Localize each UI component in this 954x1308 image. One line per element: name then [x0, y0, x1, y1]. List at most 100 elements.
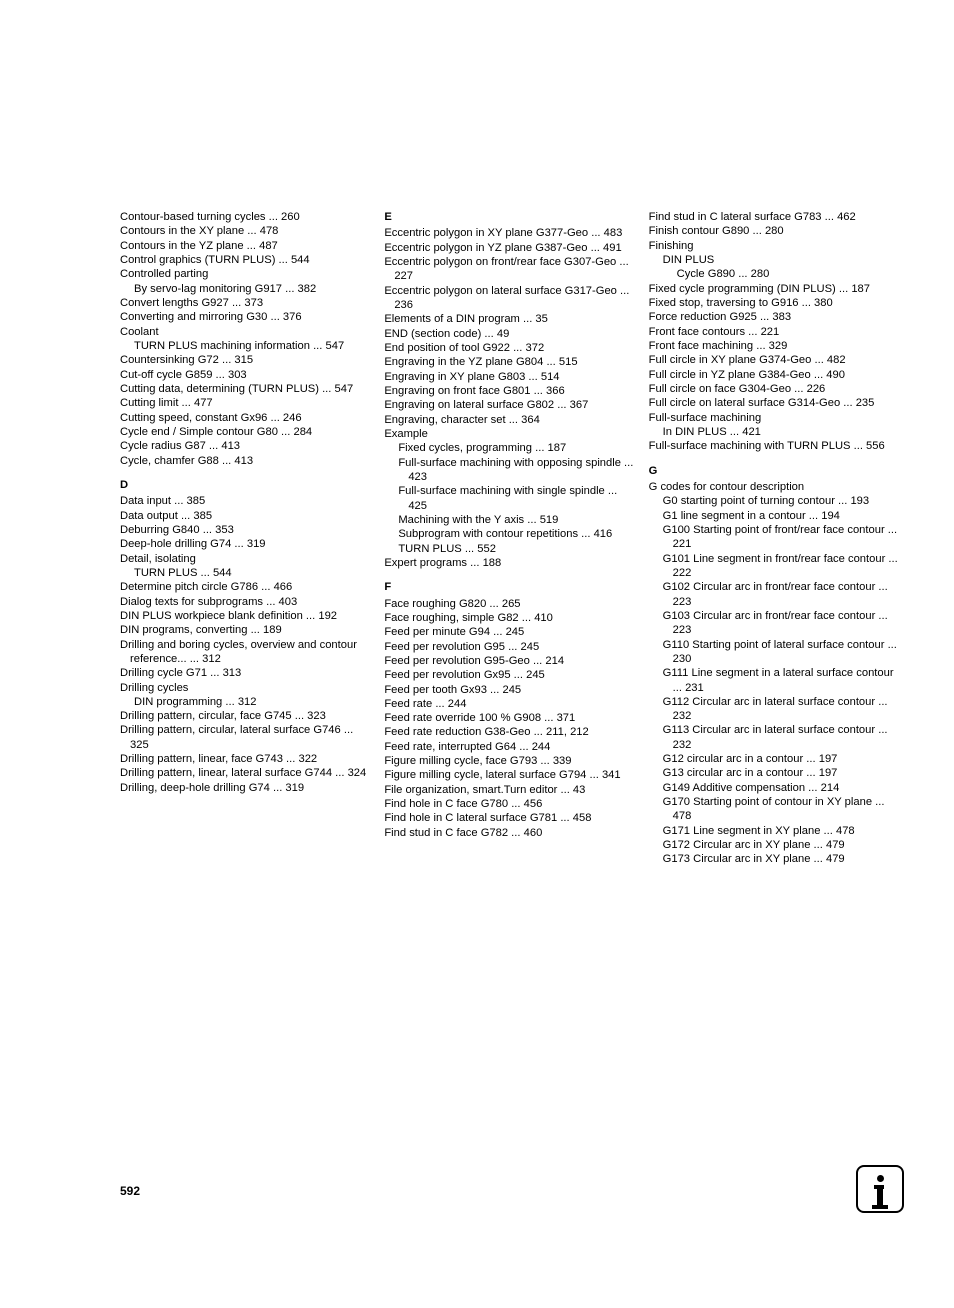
index-entry: TURN PLUS ... 552: [384, 542, 634, 556]
index-entry: Face roughing, simple G82 ... 410: [384, 611, 634, 625]
index-section-header: E: [384, 210, 634, 224]
index-section-header: D: [120, 478, 370, 492]
index-entry: Find stud in C lateral surface G783 ... …: [649, 210, 899, 224]
info-icon: [856, 1165, 904, 1213]
index-entry: Machining with the Y axis ... 519: [384, 513, 634, 527]
index-entry: Engraving in XY plane G803 ... 514: [384, 370, 634, 384]
index-entry: Figure milling cycle, lateral surface G7…: [384, 768, 634, 782]
index-entry: Engraving in the YZ plane G804 ... 515: [384, 355, 634, 369]
index-entry: Full circle in YZ plane G384-Geo ... 490: [649, 368, 899, 382]
index-entry: Engraving on front face G801 ... 366: [384, 384, 634, 398]
index-entry: G100 Starting point of front/rear face c…: [649, 523, 899, 552]
index-entry: Coolant: [120, 325, 370, 339]
index-entry: G149 Additive compensation ... 214: [649, 781, 899, 795]
index-entry: Cutting speed, constant Gx96 ... 246: [120, 411, 370, 425]
index-entry: G0 starting point of turning contour ...…: [649, 494, 899, 508]
index-entry: Full-surface machining: [649, 411, 899, 425]
index-entry: G171 Line segment in XY plane ... 478: [649, 824, 899, 838]
index-entry: G12 circular arc in a contour ... 197: [649, 752, 899, 766]
index-entry: Feed per revolution G95-Geo ... 214: [384, 654, 634, 668]
index-entry: Feed rate override 100 % G908 ... 371: [384, 711, 634, 725]
index-entry: Engraving on lateral surface G802 ... 36…: [384, 398, 634, 412]
index-entry: Feed rate ... 244: [384, 697, 634, 711]
index-entry: Drilling cycle G71 ... 313: [120, 666, 370, 680]
index-entry: G173 Circular arc in XY plane ... 479: [649, 852, 899, 866]
index-entry: Deep-hole drilling G74 ... 319: [120, 537, 370, 551]
index-entry: Subprogram with contour repetitions ... …: [384, 527, 634, 541]
index-entry: Full circle on face G304-Geo ... 226: [649, 382, 899, 396]
index-entry: Front face contours ... 221: [649, 325, 899, 339]
index-entry: Drilling pattern, linear, face G743 ... …: [120, 752, 370, 766]
index-entry: G170 Starting point of contour in XY pla…: [649, 795, 899, 824]
index-columns: Contour-based turning cycles ... 260 Cont…: [120, 210, 899, 867]
index-entry: Drilling and boring cycles, overview and…: [120, 638, 370, 667]
index-entry: Drilling pattern, linear, lateral surfac…: [120, 766, 370, 780]
index-entry: Convert lengths G927 ... 373: [120, 296, 370, 310]
index-entry: In DIN PLUS ... 421: [649, 425, 899, 439]
index-entry: Example: [384, 427, 634, 441]
index-entry: Fixed cycle programming (DIN PLUS) ... 1…: [649, 282, 899, 296]
index-entry: Drilling, deep-hole drilling G74 ... 319: [120, 781, 370, 795]
index-entry: G13 circular arc in a contour ... 197: [649, 766, 899, 780]
index-entry: Finishing: [649, 239, 899, 253]
index-entry: Contours in the YZ plane ... 487: [120, 239, 370, 253]
index-section-header: G: [649, 464, 899, 478]
index-entry: Figure milling cycle, face G793 ... 339: [384, 754, 634, 768]
index-entry: DIN PLUS: [649, 253, 899, 267]
index-entry: TURN PLUS machining information ... 547: [120, 339, 370, 353]
index-entry: Full-surface machining with TURN PLUS ..…: [649, 439, 899, 453]
index-entry: Contour-based turning cycles ... 260: [120, 210, 370, 224]
index-entry: Eccentric polygon in YZ plane G387-Geo .…: [384, 241, 634, 255]
index-entry: Feed per revolution Gx95 ... 245: [384, 668, 634, 682]
index-entry: Drilling pattern, circular, face G745 ..…: [120, 709, 370, 723]
index-entry: Eccentric polygon in XY plane G377-Geo .…: [384, 226, 634, 240]
index-entry: Feed rate, interrupted G64 ... 244: [384, 740, 634, 754]
index-entry: Cut-off cycle G859 ... 303: [120, 368, 370, 382]
index-entry: G112 Circular arc in lateral surface con…: [649, 695, 899, 724]
index-entry: Data input ... 385: [120, 494, 370, 508]
index-entry: Data output ... 385: [120, 509, 370, 523]
index-entry: By servo-lag monitoring G917 ... 382: [120, 282, 370, 296]
index-entry: Full circle on lateral surface G314-Geo …: [649, 396, 899, 410]
index-entry: Cycle G890 ... 280: [649, 267, 899, 281]
index-entry: Feed per revolution G95 ... 245: [384, 640, 634, 654]
index-entry: Cutting data, determining (TURN PLUS) ..…: [120, 382, 370, 396]
index-entry: Converting and mirroring G30 ... 376: [120, 310, 370, 324]
index-entry: Controlled parting: [120, 267, 370, 281]
index-entry: Face roughing G820 ... 265: [384, 597, 634, 611]
index-entry: Elements of a DIN program ... 35: [384, 312, 634, 326]
index-entry: Cycle end / Simple contour G80 ... 284: [120, 425, 370, 439]
index-entry: Fixed stop, traversing to G916 ... 380: [649, 296, 899, 310]
index-entry: Eccentric polygon on front/rear face G30…: [384, 255, 634, 284]
index-entry: Control graphics (TURN PLUS) ... 544: [120, 253, 370, 267]
index-entry: G102 Circular arc in front/rear face con…: [649, 580, 899, 609]
index-entry: Feed per minute G94 ... 245: [384, 625, 634, 639]
index-entry: Engraving, character set ... 364: [384, 413, 634, 427]
index-entry: Detail, isolating: [120, 552, 370, 566]
index-entry: DIN PLUS workpiece blank definition ... …: [120, 609, 370, 623]
index-entry: G110 Starting point of lateral surface c…: [649, 638, 899, 667]
index-entry: File organization, smart.Turn editor ...…: [384, 783, 634, 797]
index-entry: Finish contour G890 ... 280: [649, 224, 899, 238]
index-entry: Cutting limit ... 477: [120, 396, 370, 410]
index-entry: Determine pitch circle G786 ... 466: [120, 580, 370, 594]
index-entry: G103 Circular arc in front/rear face con…: [649, 609, 899, 638]
index-entry: G101 Line segment in front/rear face con…: [649, 552, 899, 581]
index-entry: Expert programs ... 188: [384, 556, 634, 570]
index-entry: Dialog texts for subprograms ... 403: [120, 595, 370, 609]
index-entry: G113 Circular arc in lateral surface con…: [649, 723, 899, 752]
page-number: 592: [120, 1184, 140, 1198]
index-entry: Find hole in C face G780 ... 456: [384, 797, 634, 811]
index-entry: Cycle radius G87 ... 413: [120, 439, 370, 453]
index-entry: Front face machining ... 329: [649, 339, 899, 353]
index-column-1: Contour-based turning cycles ... 260 Cont…: [120, 210, 370, 867]
index-entry: G111 Line segment in a lateral surface c…: [649, 666, 899, 695]
index-column-3: Find stud in C lateral surface G783 ... …: [649, 210, 899, 867]
index-entry: G1 line segment in a contour ... 194: [649, 509, 899, 523]
index-entry: End position of tool G922 ... 372: [384, 341, 634, 355]
index-entry: Drilling cycles: [120, 681, 370, 695]
index-entry: Force reduction G925 ... 383: [649, 310, 899, 324]
index-entry: Feed per tooth Gx93 ... 245: [384, 683, 634, 697]
index-entry: DIN programming ... 312: [120, 695, 370, 709]
index-column-2: E Eccentric polygon in XY plane G377-Geo …: [384, 210, 634, 867]
